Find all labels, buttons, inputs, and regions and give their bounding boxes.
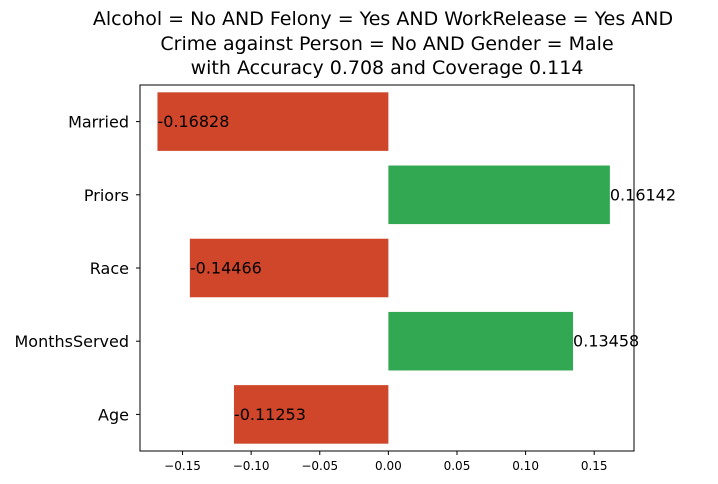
- data-labels: -0.16828 0.16142 -0.14466 0.13458 -0.11253: [157, 112, 676, 424]
- data-label-monthsserved: 0.13458: [573, 332, 639, 351]
- chart-title: Alcohol = No AND Felony = Yes AND WorkRe…: [93, 8, 673, 79]
- y-tick-label-race: Race: [90, 259, 129, 278]
- bar-priors: [388, 165, 610, 225]
- data-label-priors: 0.16142: [610, 185, 676, 204]
- data-label-married: -0.16828: [157, 112, 229, 131]
- x-axis: −0.15 −0.10 −0.05 0.00 0.05 0.10 0.15: [164, 451, 608, 473]
- x-tick-label: 0.10: [512, 459, 539, 473]
- x-tick-label: −0.10: [233, 459, 270, 473]
- x-tick-label: 0.05: [444, 459, 471, 473]
- x-tick-label: −0.05: [301, 459, 338, 473]
- y-tick-label-married: Married: [68, 113, 129, 132]
- data-label-race: -0.14466: [190, 259, 262, 278]
- y-tick-label-monthsserved: MonthsServed: [14, 332, 129, 351]
- x-tick-label: 0.00: [375, 459, 402, 473]
- y-tick-label-priors: Priors: [84, 186, 129, 205]
- data-label-age: -0.11253: [234, 405, 306, 424]
- x-tick-label: 0.15: [581, 459, 608, 473]
- y-tick-label-age: Age: [98, 405, 129, 424]
- bar-age: [233, 385, 389, 444]
- bar-married: [157, 92, 389, 151]
- bar-race: [189, 238, 389, 298]
- x-tick-label: −0.15: [164, 459, 201, 473]
- chart-title-line-3: with Accuracy 0.708 and Coverage 0.114: [191, 57, 584, 79]
- plot-frame: [139, 84, 635, 452]
- bar-monthsserved: [388, 311, 574, 371]
- y-axis-labels: Married Priors Race MonthsServed Age: [14, 113, 140, 424]
- chart-title-line-1: Alcohol = No AND Felony = Yes AND WorkRe…: [93, 8, 673, 30]
- bars-layer: [157, 92, 610, 444]
- chart-title-line-2: Crime against Person = No AND Gender = M…: [160, 33, 613, 55]
